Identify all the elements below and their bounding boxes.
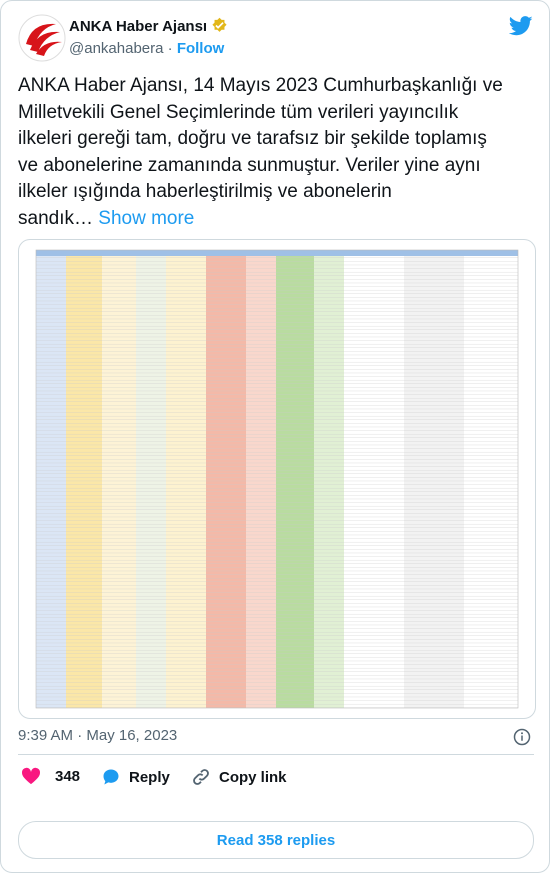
show-more-link[interactable]: Show more (98, 207, 195, 229)
link-icon (193, 769, 209, 785)
text-line-content: ilkeler ışığında haberleştirilmiş ve abo… (18, 181, 392, 202)
author-name[interactable]: ANKA Haber Ajansı (69, 17, 228, 35)
tweet-image[interactable] (18, 239, 536, 719)
timestamp[interactable]: 9:39 AM · May 16, 2023 (18, 727, 178, 744)
info-icon[interactable] (513, 728, 531, 746)
text-line: ve abonelerine zamanında sunmuştur. Veri… (18, 153, 503, 180)
spreadsheet-image (35, 249, 519, 709)
avatar[interactable] (18, 14, 66, 62)
tweet-text: ANKA Haber Ajansı, 14 Mayıs 2023 Cumhurb… (18, 73, 503, 232)
copy-link-action[interactable]: Copy link (191, 767, 287, 787)
text-line: sandık… Show more (18, 206, 503, 233)
author-name-text[interactable]: ANKA Haber Ajansı (69, 18, 208, 35)
copy-link-label[interactable]: Copy link (219, 768, 287, 786)
follow-link[interactable]: Follow (176, 40, 225, 57)
text-line: ilkeler ışığında haberleştirilmiş ve abo… (18, 179, 503, 206)
divider (18, 754, 534, 755)
read-replies-button[interactable]: Read 358 replies (18, 821, 534, 859)
text-line-content: ve abonelerine zamanında sunmuştur. Veri… (18, 154, 481, 176)
text-line-content: Milletvekili Genel Seçimlerinde tüm veri… (18, 101, 459, 123)
reply-action[interactable]: Reply (101, 767, 170, 787)
text-line: Milletvekili Genel Seçimlerinde tüm veri… (18, 100, 503, 127)
text-line-content: ANKA Haber Ajansı, 14 Mayıs 2023 Cumhurb… (18, 75, 503, 96)
heart-icon (21, 767, 41, 785)
author-handle: @ankahabera · Follow (69, 40, 225, 57)
text-line-content: sandık… (18, 207, 93, 229)
text-line: ilkeleri gereği tam, doğru ve tarafsız b… (18, 126, 503, 153)
reply-icon (103, 769, 119, 785)
verified-badge (212, 17, 227, 32)
twitter-logo[interactable] (509, 15, 533, 37)
like-count[interactable]: 348 (55, 767, 81, 785)
reply-label[interactable]: Reply (129, 768, 170, 786)
text-line: ANKA Haber Ajansı, 14 Mayıs 2023 Cumhurb… (18, 73, 503, 100)
handle-text[interactable]: @ankahabera (69, 40, 164, 57)
text-line-content: ilkeleri gereği tam, doğru ve tarafsız b… (18, 128, 487, 149)
like-action[interactable]: 348 (21, 767, 80, 785)
